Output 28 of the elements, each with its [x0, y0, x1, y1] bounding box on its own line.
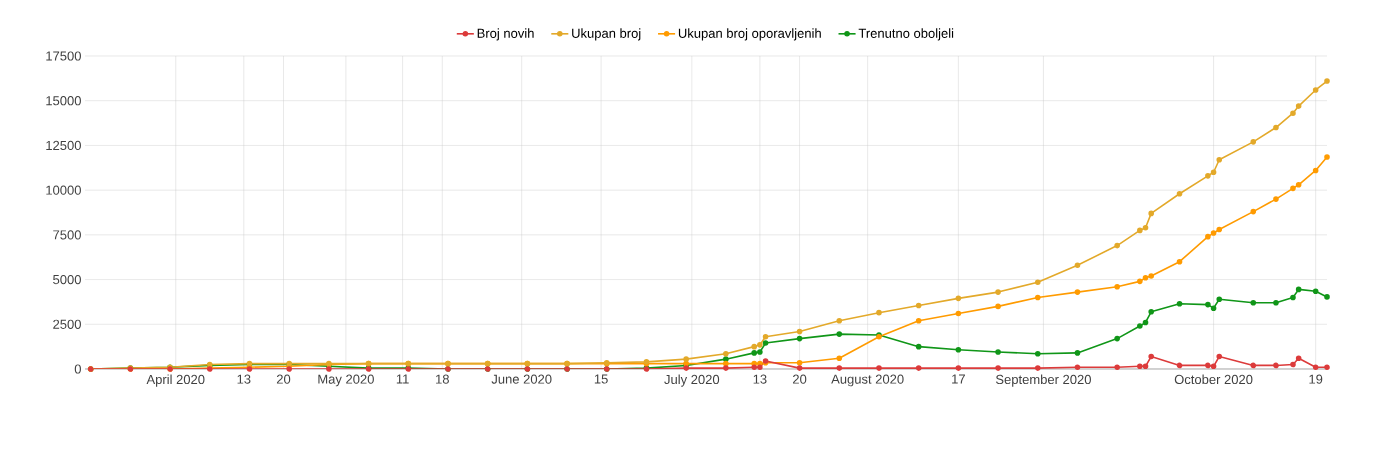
x-tick-label: 18: [436, 374, 449, 384]
x-tick-label: October 2020: [1174, 374, 1253, 385]
y-tick-label: 0: [74, 364, 81, 374]
x-tick-label: 17: [952, 374, 965, 384]
legend-label: Trenutno oboljeli: [858, 28, 954, 41]
legend-label: Ukupan broj oporavljenih: [678, 28, 821, 41]
x-tick-label: 13: [753, 374, 767, 384]
y-tick-label: 7500: [53, 230, 81, 240]
y-tick-label: 2500: [53, 319, 81, 329]
x-tick-label: 13: [237, 374, 251, 384]
x-tick-label: April 2020: [146, 374, 205, 387]
x-tick-label: September 2020: [995, 374, 1091, 387]
x-tick-label: June 2020: [491, 374, 552, 384]
y-tick-label: 17500: [46, 51, 81, 61]
x-tick-label: 20: [793, 374, 807, 384]
x-tick-label: August 2020: [831, 374, 904, 387]
y-tick-label: 5000: [53, 274, 81, 285]
x-tick-label: 15: [594, 374, 608, 384]
x-tick-label: 20: [276, 374, 291, 384]
x-tick-label: 19: [1309, 374, 1323, 384]
y-tick-label: 12500: [46, 140, 81, 151]
y-tick-label: 15000: [46, 96, 81, 106]
legend-label: Ukupan broj: [572, 28, 641, 41]
y-tick-label: 10000: [46, 185, 81, 195]
x-tick-label: May 2020: [318, 374, 374, 387]
x-tick-label: 11: [396, 374, 409, 384]
legend-label: Broj novih: [477, 28, 534, 41]
x-tick-label: July 2020: [664, 374, 720, 387]
